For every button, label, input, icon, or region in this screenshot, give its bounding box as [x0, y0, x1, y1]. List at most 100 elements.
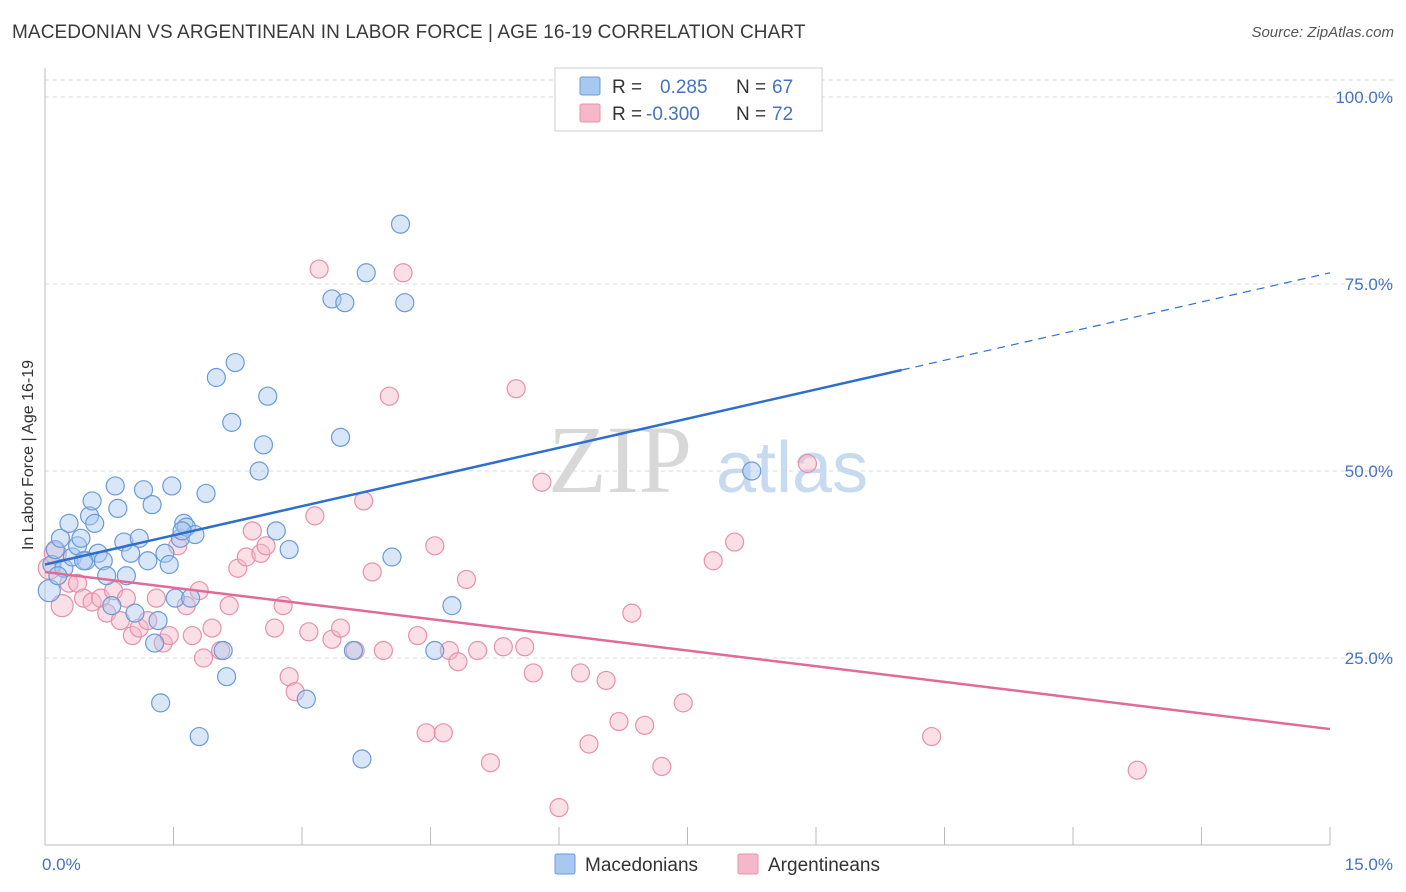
macedonian-point: [322, 289, 342, 309]
macedonian-point: [382, 547, 402, 567]
trend-lines: [44, 272, 1331, 731]
argentinean-point: [256, 536, 276, 556]
legend-n-value-1: 67: [772, 77, 793, 98]
macedonian-point: [213, 640, 233, 661]
argentinean-point: [50, 594, 74, 618]
macedonian-point: [279, 539, 299, 560]
argentinean-point: [416, 723, 436, 743]
legend-swatch-argentineans: [579, 103, 601, 123]
macedonian-point: [71, 528, 91, 548]
macedonian-point: [50, 528, 71, 548]
legend-swatch-macedonians: [579, 76, 601, 96]
macedonian-point: [45, 539, 65, 560]
macedonian-point: [395, 293, 415, 313]
legend-n-label-2: N =: [736, 104, 766, 125]
macedonian-trend-extension: [901, 272, 1331, 371]
macedonian-point: [155, 543, 175, 563]
argentinean-point: [193, 648, 214, 668]
argentinean-point: [523, 663, 543, 683]
argentinean-point: [480, 753, 501, 773]
argentinean-point: [299, 622, 319, 642]
x-tick-label: 0.0%: [42, 855, 81, 874]
macedonian-point: [266, 521, 286, 541]
argentinean-point: [652, 756, 672, 777]
argentinean-point: [673, 693, 693, 713]
legend-r-value-2: -0.300: [646, 104, 700, 125]
argentinean-trend-line: [44, 570, 1331, 731]
argentinean-point: [309, 259, 329, 279]
argentinean-point: [532, 472, 552, 492]
argentinean-point: [362, 562, 382, 582]
macedonian-point: [151, 693, 171, 713]
argentinean-point: [122, 625, 142, 646]
argentinean-point: [236, 547, 256, 567]
macedonian-point: [258, 386, 278, 406]
macedonian-point: [225, 352, 245, 373]
argentinean-point: [202, 618, 222, 638]
argentinean-point: [373, 640, 393, 661]
chart-title: MACEDONIAN VS ARGENTINEAN IN LABOR FORCE…: [12, 22, 806, 43]
argentinean-point: [219, 596, 239, 616]
macedonian-point: [59, 513, 79, 533]
argentinean-point: [570, 663, 591, 683]
macedonian-point: [742, 461, 762, 481]
y-axis-title: In Labor Force | Age 16-19: [20, 360, 37, 550]
argentinean-point: [725, 532, 745, 552]
macedonian-point: [148, 610, 168, 631]
argentinean-point: [596, 670, 616, 691]
macedonian-point: [330, 427, 351, 447]
legend-n-value-2: 72: [772, 104, 793, 125]
bottom-legend-macedonians: Macedonians: [585, 855, 698, 876]
argentinean-point: [393, 263, 413, 283]
argentinean-point: [182, 625, 202, 646]
argentinean-point: [622, 603, 642, 623]
argentinean-point: [635, 715, 655, 735]
y-tick-labels: 25.0% 50.0% 75.0% 100.0%: [1335, 88, 1393, 668]
macedonian-point: [352, 749, 372, 769]
grid-lines: [45, 79, 1394, 659]
bottom-legend-argentineans: Argentineans: [768, 855, 880, 876]
legend-r-label-1: R =: [612, 77, 642, 98]
legend-r-value-1: 0.285: [660, 77, 708, 98]
argentinean-point: [1127, 760, 1147, 780]
y-tick-label: 50.0%: [1345, 462, 1393, 481]
argentinean-point: [408, 625, 428, 646]
macedonian-point: [138, 551, 158, 571]
macedonian-points: [37, 214, 762, 769]
macedonian-point: [162, 476, 182, 496]
argentinean-point: [579, 734, 599, 754]
argentinean-point: [448, 652, 468, 672]
macedonian-point: [335, 293, 355, 313]
argentinean-point: [242, 521, 262, 541]
macedonian-point: [85, 513, 105, 533]
macedonian-point: [105, 476, 125, 496]
argentinean-point: [146, 588, 166, 608]
x-tick-labels: 0.0% 15.0%: [42, 855, 1393, 874]
argentinean-point: [797, 453, 818, 474]
argentinean-point: [549, 797, 569, 818]
argentinean-point: [922, 726, 942, 747]
macedonian-point: [145, 633, 165, 653]
argentinean-point: [468, 640, 488, 661]
argentinean-point: [264, 618, 285, 638]
macedonian-point: [296, 689, 316, 709]
macedonian-point: [82, 491, 102, 511]
legend-r-label-2: R =: [612, 104, 642, 125]
argentinean-point: [379, 386, 399, 406]
bottom-legend: Macedonians Argentineans: [554, 853, 880, 876]
macedonian-point: [102, 596, 122, 616]
argentinean-point: [703, 551, 723, 571]
y-tick-label: 75.0%: [1345, 275, 1393, 294]
argentinean-point: [493, 637, 513, 657]
macedonian-point: [343, 640, 363, 661]
argentinean-point: [285, 682, 305, 702]
macedonian-point: [253, 435, 274, 455]
legend-n-label-1: N =: [736, 77, 766, 98]
y-tick-label: 25.0%: [1345, 649, 1393, 668]
macedonian-point: [133, 480, 154, 500]
macedonian-point: [206, 367, 226, 388]
watermark: ZIP atlas: [548, 406, 868, 513]
source-label: Source: ZipAtlas.com: [1251, 24, 1394, 41]
macedonian-point: [425, 640, 445, 661]
